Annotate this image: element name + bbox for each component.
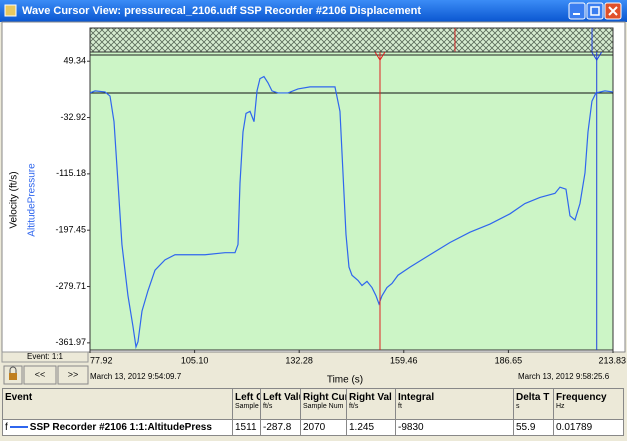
column-unit: Sample Num (235, 403, 260, 410)
column-header: Left CursSample Num (232, 388, 261, 420)
next-label: >> (68, 369, 79, 379)
y-tick-label: -115.18 (56, 168, 86, 178)
x-tick-label: 186.65 (495, 355, 523, 365)
table-cell: 2070 (300, 419, 347, 436)
series-line (90, 75, 613, 350)
event-name: SSP Recorder #2106 1:1:AltitudePress (29, 422, 212, 433)
series-swatch (9, 426, 28, 429)
start-time: March 13, 2012 9:54:09.7 (90, 372, 182, 381)
x-tick-label: 105.10 (181, 355, 209, 365)
table-cell: 0.01789 (553, 419, 624, 436)
column-name: Frequency (556, 392, 607, 403)
column-name: Integral (398, 392, 435, 403)
plot-content (90, 52, 613, 350)
x-tick-label: 213.83 (598, 355, 626, 365)
column-name: Delta T (516, 392, 550, 403)
column-name: Left Value (263, 392, 300, 403)
prev-label: << (35, 369, 46, 379)
column-name: Right Cur (303, 392, 347, 403)
column-header: Right Cur Sample Num (300, 388, 347, 420)
x-axis-label: Time (s) (327, 375, 363, 386)
left-cursor-handle (374, 52, 386, 61)
maximize-button[interactable] (586, 2, 604, 20)
x-tick-label: 159.46 (390, 355, 418, 365)
event-label: Event: 1:1 (27, 352, 64, 361)
overview-bar[interactable] (89, 27, 614, 53)
event-box (1, 351, 89, 363)
x-tick-label: 77.92 (90, 355, 113, 365)
table-cell: 1511 (232, 419, 261, 436)
title-bar (0, 0, 627, 22)
column-unit: ft/s (349, 403, 359, 410)
column-unit: ft (398, 403, 402, 410)
next-button[interactable]: >> (57, 365, 89, 385)
column-header: Integral ft (395, 388, 514, 420)
prev-button[interactable]: << (23, 365, 57, 385)
y-tick-label: 49.34 (63, 56, 86, 66)
column-header: Frequency Hz (553, 388, 624, 420)
column-header: Event (2, 388, 233, 420)
y-axis-label: Velocity (ft/s) (9, 171, 20, 228)
table-cell: -287.8 (260, 419, 301, 436)
y-tick-label: -197.45 (55, 225, 86, 235)
y-tick-label: -279.71 (55, 281, 86, 291)
close-button[interactable] (604, 2, 622, 20)
plot-area (89, 51, 614, 351)
column-name: Event (5, 392, 33, 403)
column-unit: Hz (556, 403, 565, 410)
series-label: AltitudePressure (27, 163, 38, 237)
app-icon (4, 4, 17, 17)
column-unit: Sample Num (303, 403, 344, 410)
column-header: Left Valueft/s (260, 388, 301, 420)
table-cell: 55.9 (513, 419, 554, 436)
column-header: Right Val ft/s (346, 388, 396, 420)
column-unit: s (516, 403, 520, 410)
minimize-button[interactable] (568, 2, 586, 20)
window-title: Wave Cursor View: pressurecal_2106.udf S… (22, 5, 421, 17)
right-cursor-handle (591, 52, 603, 61)
event-flag: f (5, 422, 8, 433)
table-row[interactable]: f SSP Recorder #2106 1:1:AltitudePress 151… (2, 419, 624, 436)
table-cell: 1.245 (346, 419, 396, 436)
y-tick-label: -361.97 (55, 337, 86, 347)
x-tick-label: 132.28 (285, 355, 313, 365)
column-unit: ft/s (263, 403, 273, 410)
lock-button[interactable] (3, 365, 23, 385)
end-time: March 13, 2012 9:58:25.6 (518, 372, 610, 381)
column-name: Left Curs (235, 392, 260, 403)
y-tick-label: -32.92 (60, 112, 86, 122)
event-cell: f SSP Recorder #2106 1:1:AltitudePress (2, 419, 233, 436)
table-cell: -9830 (395, 419, 514, 436)
column-name: Right Val (349, 392, 392, 403)
chart-window: Wave Cursor View: pressurecal_2106.udf S… (0, 0, 627, 386)
